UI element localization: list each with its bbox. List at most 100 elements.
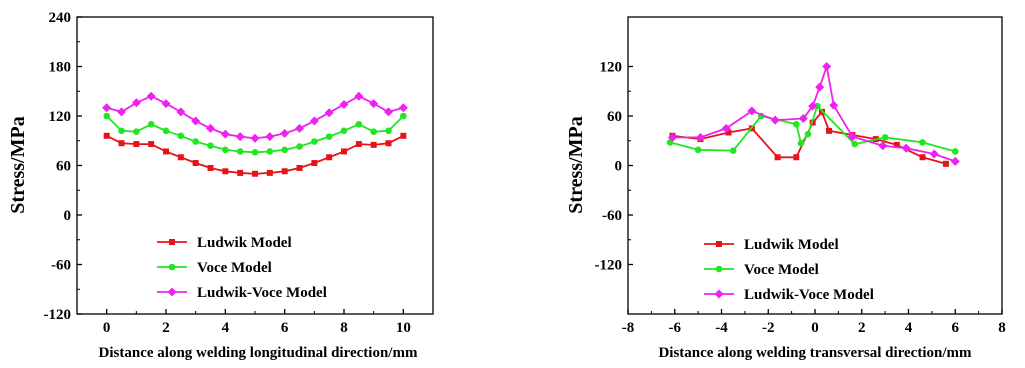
data-point (311, 160, 318, 167)
data-point (146, 91, 156, 101)
data-point (400, 132, 407, 139)
x-tick-label: 0 (103, 320, 111, 336)
data-point (280, 128, 290, 138)
legend-marker (715, 265, 723, 273)
data-point (222, 146, 229, 154)
data-point (919, 154, 926, 161)
x-tick-label: -2 (762, 320, 775, 336)
data-point (370, 141, 377, 148)
data-point (133, 141, 140, 148)
y-tick-label: -60 (51, 258, 71, 274)
data-point (118, 127, 125, 135)
data-point (721, 123, 731, 133)
data-point (309, 116, 319, 126)
data-point (878, 141, 888, 151)
data-point (747, 106, 757, 116)
data-point (901, 143, 911, 153)
data-point (667, 132, 677, 142)
data-point (192, 160, 199, 167)
data-point (385, 127, 392, 135)
series-voce-model (103, 112, 407, 156)
y-axis-title: Stress/MPa (7, 116, 29, 213)
series-line (672, 110, 947, 165)
data-point (355, 141, 362, 148)
data-point (942, 160, 949, 167)
data-point (177, 154, 184, 161)
data-point (147, 120, 155, 128)
x-tick-label: 4 (222, 320, 230, 336)
y-tick-label: 240 (49, 10, 72, 26)
data-point (251, 149, 259, 156)
data-point (295, 123, 304, 133)
data-point (893, 141, 900, 148)
x-tick-label: 8 (998, 320, 1006, 336)
x-tick-label: 6 (281, 320, 289, 336)
y-tick-label: 120 (600, 60, 623, 76)
data-point (770, 115, 780, 125)
data-point (814, 102, 821, 110)
x-tick-label: 4 (905, 320, 913, 336)
x-tick-label: -6 (669, 320, 682, 336)
data-point (148, 141, 155, 148)
data-point (950, 156, 960, 166)
data-point (266, 169, 273, 176)
x-tick-label: 10 (396, 320, 411, 336)
y-tick-label: 60 (56, 159, 71, 175)
data-point (929, 149, 939, 159)
data-point (339, 99, 349, 109)
series-line (106, 95, 404, 140)
data-point (103, 112, 110, 120)
y-tick-label: 0 (64, 208, 72, 224)
data-point (237, 169, 244, 176)
data-point (266, 148, 274, 155)
data-point (117, 107, 126, 117)
data-point (951, 148, 959, 155)
data-point (131, 98, 141, 108)
data-point (103, 132, 110, 139)
x-tick-label: -4 (715, 320, 728, 336)
data-point (281, 146, 288, 154)
data-point (296, 164, 303, 171)
data-point (281, 168, 288, 175)
data-point (793, 154, 800, 161)
data-point (798, 113, 808, 123)
data-point (370, 128, 377, 135)
data-point (325, 133, 333, 140)
legend-label: Voce Model (197, 260, 272, 276)
y-tick-label: 60 (607, 109, 622, 125)
data-point (192, 138, 199, 145)
legend-marker (169, 239, 175, 245)
data-point (725, 129, 732, 136)
data-point (881, 134, 889, 141)
data-point (102, 103, 112, 113)
data-point (355, 120, 363, 128)
series-ludwik-voce-model (102, 91, 408, 143)
data-point (265, 132, 275, 142)
data-point (354, 91, 364, 101)
data-point (695, 132, 705, 142)
data-point (118, 140, 125, 147)
data-point (296, 143, 303, 150)
data-point (191, 116, 201, 126)
data-point (324, 108, 334, 118)
data-point (222, 168, 229, 175)
data-point (220, 129, 230, 139)
series-line (669, 104, 956, 153)
legend-label: Ludwik Model (197, 235, 292, 251)
data-point (400, 112, 407, 120)
x-tick-label: 2 (162, 320, 170, 336)
data-point (797, 139, 805, 147)
data-point (311, 138, 318, 145)
chart-transversal: -8 -6 -4 -2 0 2 4 6 8 -120 -60 0 60 120 Distance along… (565, 16, 1006, 361)
legend-label: Voce Model (744, 262, 819, 278)
data-point (369, 99, 379, 109)
series-ludwik-model (669, 108, 949, 167)
data-point (163, 148, 169, 155)
legend-label: Ludwik-Voce Model (744, 287, 874, 303)
y-tick-label: 120 (49, 109, 72, 125)
data-point (207, 142, 214, 149)
data-point (729, 147, 737, 154)
data-point (326, 154, 333, 161)
data-point (177, 132, 185, 140)
x-tick-label: 6 (952, 320, 960, 336)
